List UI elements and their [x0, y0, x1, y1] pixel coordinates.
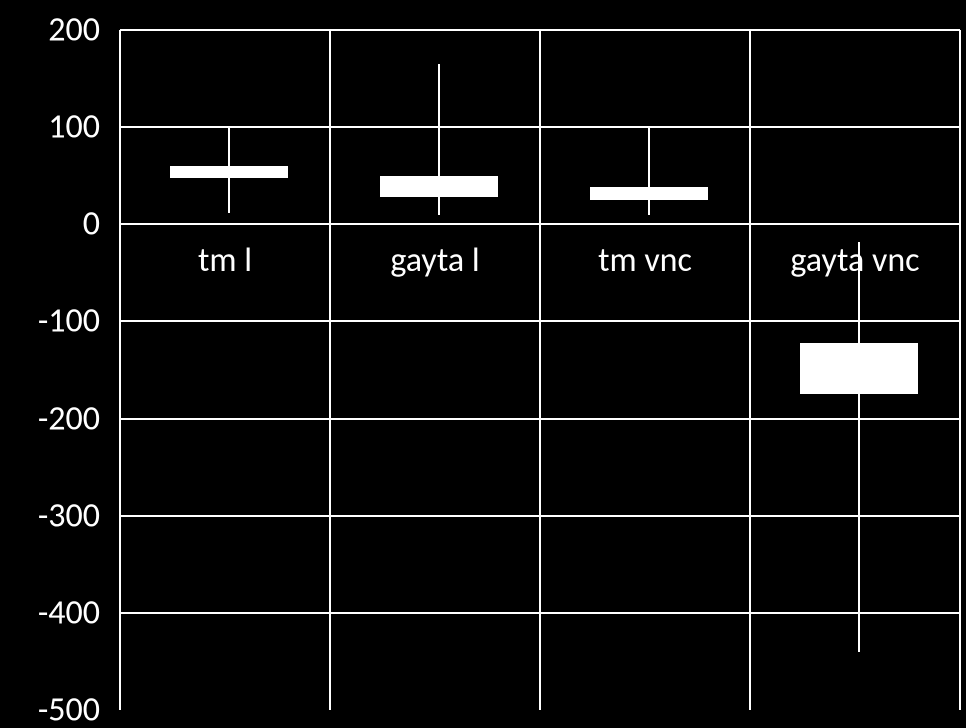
box — [170, 166, 288, 178]
gridline-vertical — [329, 30, 331, 710]
x-category-label: tm l — [198, 240, 252, 281]
gridline-vertical — [749, 30, 751, 710]
whisker — [858, 242, 860, 652]
y-tick-label: -200 — [38, 398, 100, 439]
y-tick-label: 100 — [48, 107, 100, 148]
x-category-label: tm vnc — [598, 240, 692, 281]
box — [800, 343, 918, 394]
y-tick-label: 200 — [48, 10, 100, 51]
y-tick-label: 0 — [83, 204, 100, 245]
gridline-vertical — [539, 30, 541, 710]
gridline-vertical — [119, 30, 121, 710]
gridline-vertical — [959, 30, 961, 710]
y-tick-label: -100 — [38, 301, 100, 342]
x-category-label: gayta l — [390, 240, 479, 281]
x-category-label: gayta vnc — [790, 240, 919, 281]
y-tick-label: -500 — [38, 690, 100, 728]
y-tick-label: -300 — [38, 495, 100, 536]
y-tick-label: -400 — [38, 592, 100, 633]
boxplot-chart: 200 100 0 -100 -200 -300 -400 -500 tm l gayta l tm… — [0, 0, 966, 728]
whisker — [648, 127, 650, 214]
box — [380, 176, 498, 197]
box — [590, 187, 708, 200]
